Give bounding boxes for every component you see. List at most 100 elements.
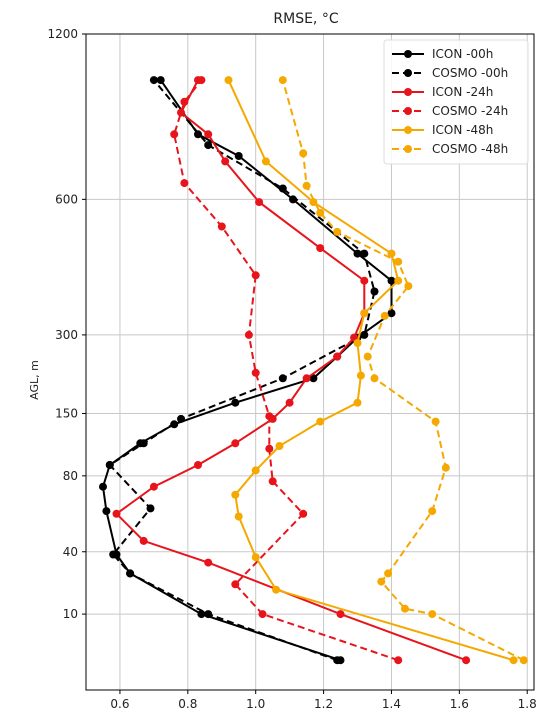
- data-point: [299, 509, 308, 518]
- x-tick-label: 0.6: [110, 697, 129, 711]
- data-point: [149, 76, 158, 85]
- data-point: [278, 374, 287, 383]
- legend-marker: [404, 145, 412, 153]
- legend-label: ICON -24h: [432, 85, 493, 99]
- data-point: [360, 249, 369, 258]
- data-point: [265, 412, 274, 421]
- legend-label: COSMO -00h: [432, 66, 508, 80]
- data-point: [360, 330, 369, 339]
- data-point: [268, 477, 277, 486]
- data-point: [234, 512, 243, 521]
- data-point: [99, 482, 107, 491]
- legend-marker: [404, 69, 412, 77]
- data-point: [431, 417, 440, 426]
- data-point: [251, 368, 260, 377]
- data-point: [180, 179, 189, 188]
- data-point: [316, 208, 325, 217]
- data-point: [170, 130, 179, 139]
- y-tick-label: 600: [55, 192, 78, 206]
- data-point: [217, 222, 226, 231]
- series-line: [281, 79, 525, 662]
- data-point: [302, 374, 311, 383]
- data-point: [428, 610, 437, 619]
- data-point: [377, 577, 386, 586]
- legend-label: COSMO -48h: [432, 142, 508, 156]
- data-point: [394, 257, 403, 266]
- data-point: [380, 311, 389, 320]
- y-tick-label: 1200: [47, 27, 78, 41]
- series-icon-00h: [99, 76, 396, 665]
- data-point: [336, 610, 345, 619]
- legend-marker: [404, 126, 412, 134]
- data-point: [180, 97, 189, 106]
- series-lines: [99, 76, 528, 665]
- data-point: [112, 509, 121, 518]
- y-tick-label: 80: [63, 469, 78, 483]
- legend-marker: [404, 88, 412, 96]
- data-point: [333, 352, 342, 361]
- data-point: [384, 569, 393, 578]
- series-cosmo-48h: [278, 76, 528, 665]
- data-point: [105, 461, 114, 469]
- data-point: [370, 374, 379, 383]
- legend-box: [383, 39, 529, 165]
- data-point: [231, 580, 240, 589]
- data-point: [353, 249, 362, 258]
- data-point: [244, 330, 253, 339]
- data-point: [197, 76, 206, 85]
- plot-frame: [85, 33, 535, 691]
- data-point: [278, 184, 287, 193]
- data-point: [275, 442, 284, 450]
- x-tick-label: 1.4: [382, 697, 401, 711]
- data-point: [333, 656, 342, 665]
- data-point: [309, 374, 318, 383]
- data-point: [519, 656, 528, 665]
- data-point: [204, 141, 213, 150]
- data-point: [302, 181, 311, 190]
- series-line: [101, 79, 393, 662]
- data-point: [156, 76, 165, 85]
- axis-ticks: 0.6 0.8 1.0 1.2 1.4 1.6 1.8 10 40 80 150 300 600 1200: [47, 27, 536, 711]
- data-point: [353, 339, 362, 347]
- data-point: [265, 444, 274, 453]
- data-point: [299, 149, 308, 158]
- data-point: [255, 198, 264, 207]
- data-point: [272, 585, 281, 594]
- data-point: [404, 282, 413, 291]
- y-axis-label: AGL, m: [28, 360, 41, 400]
- series-cosmo-00h: [105, 76, 379, 665]
- data-point: [139, 439, 148, 448]
- data-point: [356, 371, 365, 380]
- data-point: [177, 108, 185, 117]
- data-point: [204, 558, 213, 567]
- data-point: [251, 466, 260, 475]
- x-tick-label: 0.8: [178, 697, 197, 711]
- data-point: [194, 130, 202, 139]
- y-tick-label: 300: [55, 328, 78, 342]
- x-tick-label: 1.2: [314, 697, 333, 711]
- y-tick-label: 10: [63, 607, 78, 621]
- data-point: [231, 439, 240, 448]
- data-point: [177, 414, 185, 423]
- data-point: [316, 244, 325, 253]
- legend-label: COSMO -24h: [432, 104, 508, 118]
- series-icon-24h: [112, 76, 471, 665]
- data-point: [401, 604, 409, 613]
- data-point: [258, 610, 267, 619]
- data-point: [224, 76, 233, 85]
- data-point: [261, 157, 270, 166]
- data-point: [231, 398, 240, 407]
- series-cosmo-24h: [170, 76, 403, 665]
- data-point: [333, 227, 342, 236]
- data-point: [285, 398, 294, 407]
- data-point: [251, 553, 260, 562]
- legend-label: ICON -48h: [432, 123, 493, 137]
- data-point: [278, 76, 287, 85]
- data-point: [363, 352, 372, 361]
- x-tick-label: 1.6: [450, 697, 469, 711]
- legend-marker: [404, 50, 412, 58]
- data-point: [204, 130, 213, 139]
- data-point: [394, 276, 403, 285]
- series-line: [173, 79, 399, 662]
